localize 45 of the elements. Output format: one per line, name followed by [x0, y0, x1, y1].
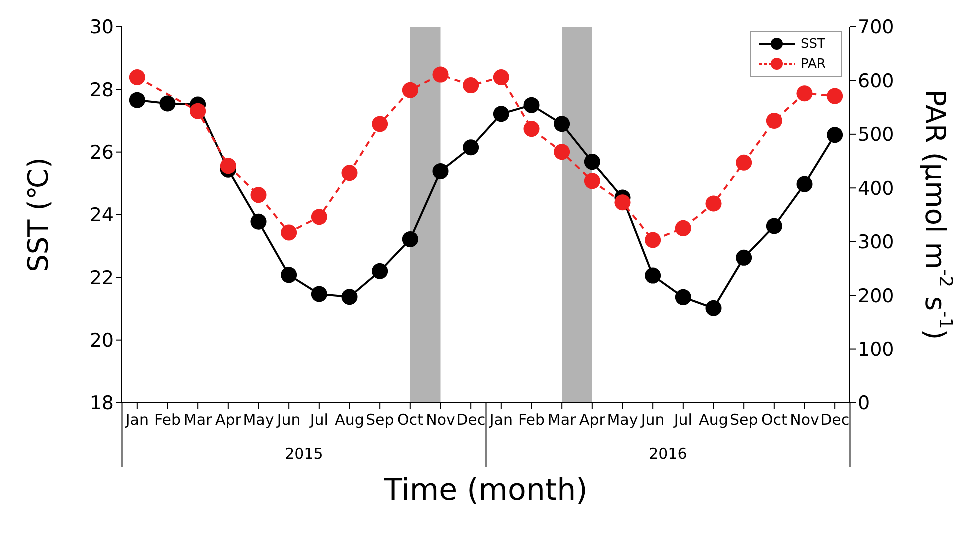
x-tick-label: Apr [215, 411, 242, 429]
y2-tick-label: 200 [858, 285, 894, 308]
y2-tick-label: 700 [858, 16, 894, 39]
x-tick-label: Dec [820, 411, 850, 429]
text: 2015 [285, 445, 324, 463]
y2-tick-label: 100 [858, 339, 894, 362]
x-tick-label: Jun [276, 411, 301, 429]
legend-label: SST [801, 36, 826, 52]
x-tick-label: Sep [366, 411, 394, 429]
y2-tick-label: 600 [858, 70, 894, 92]
x-tick-label: Jul [309, 411, 328, 429]
x-tick-label: Apr [579, 411, 606, 429]
y-tick-label: 18 [90, 392, 114, 415]
y-tick-label: 24 [90, 204, 114, 227]
x-tick-label: Jan [124, 411, 149, 429]
y2-tick-label: 300 [858, 232, 894, 254]
x-tick-label: Jan [488, 411, 513, 429]
x-tick-label: Oct [761, 411, 788, 429]
y2-tick-label: 0 [858, 392, 870, 415]
x-tick-label: Feb [518, 411, 546, 429]
y-tick-label: 26 [90, 142, 114, 164]
text: 2016 [649, 445, 688, 463]
y2-tick-label: 400 [858, 178, 894, 200]
x-tick-label: Feb [154, 411, 182, 429]
x-tick-label: Nov [426, 411, 456, 429]
x-tick-label: Jun [640, 411, 665, 429]
x-tick-label: Sep [730, 411, 758, 429]
y-tick-label: 22 [90, 267, 114, 290]
x-tick-label: Aug [335, 411, 364, 429]
y-tick-label: 30 [90, 16, 114, 39]
x-tick-label: Dec [456, 411, 486, 429]
legend-label: PAR [801, 56, 826, 72]
y-axis-title: SST (℃) [22, 158, 55, 272]
y-tick-label: 28 [90, 79, 114, 102]
x-tick-label: Jul [673, 411, 692, 429]
x-tick-label: Mar [548, 411, 578, 429]
y2-tick-label: 500 [858, 124, 894, 146]
x-tick-label: Oct [397, 411, 424, 429]
x-tick-label: Nov [790, 411, 820, 429]
x-tick-label: May [607, 411, 638, 429]
x-axis-title: Time (month) [383, 473, 588, 508]
x-tick-label: May [243, 411, 274, 429]
x-tick-label: Mar [184, 411, 214, 429]
y-tick-label: 20 [90, 330, 114, 352]
x-tick-label: Aug [699, 411, 728, 429]
